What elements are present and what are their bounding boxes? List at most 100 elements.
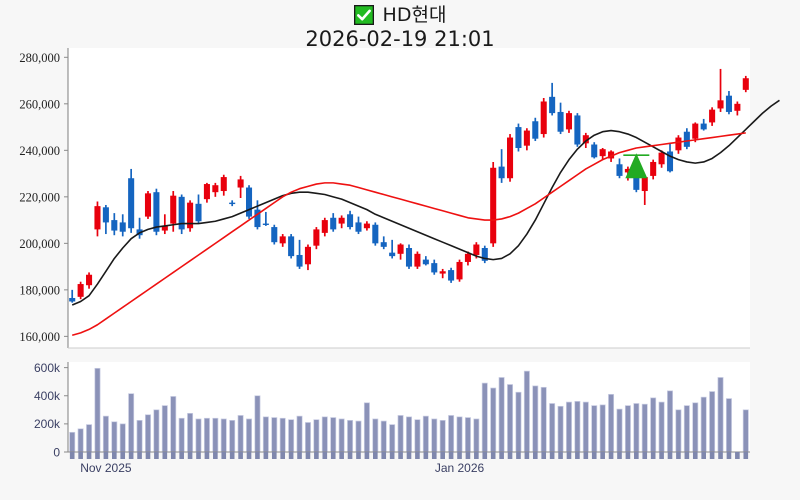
candle-body[interactable] — [153, 192, 160, 232]
candle-body[interactable] — [599, 149, 606, 157]
volume-bar[interactable] — [717, 377, 724, 453]
candle-body[interactable] — [144, 193, 152, 217]
candle-body[interactable] — [69, 298, 76, 302]
volume-bar[interactable] — [372, 418, 379, 453]
candle-body[interactable] — [624, 168, 631, 173]
volume-bar[interactable] — [86, 424, 93, 453]
candle-body[interactable] — [507, 137, 514, 179]
volume-bar[interactable] — [178, 417, 185, 453]
volume-bar[interactable] — [658, 401, 665, 453]
volume-bar[interactable] — [692, 402, 699, 453]
volume-bar[interactable] — [599, 404, 606, 453]
candle-body[interactable] — [490, 167, 497, 244]
volume-bar[interactable] — [170, 396, 177, 453]
candle-body[interactable] — [532, 121, 539, 139]
volume-bar[interactable] — [616, 408, 623, 453]
candle-body[interactable] — [111, 220, 118, 231]
volume-bar[interactable] — [591, 405, 598, 453]
candle-body[interactable] — [414, 253, 421, 267]
volume-bar[interactable] — [380, 420, 387, 453]
volume-bar[interactable] — [414, 419, 421, 453]
volume-bar[interactable] — [507, 384, 513, 453]
volume-bar[interactable] — [220, 418, 227, 453]
candle-body[interactable] — [523, 130, 530, 146]
volume-bar[interactable] — [271, 417, 278, 453]
buy-signal-triangle-icon[interactable] — [625, 153, 648, 179]
volume-bar[interactable] — [566, 401, 572, 453]
volume-bar[interactable] — [102, 415, 109, 453]
volume-bar[interactable] — [498, 377, 505, 453]
volume-bar[interactable] — [119, 423, 126, 453]
candle-body[interactable] — [641, 177, 648, 192]
volume-bar[interactable] — [153, 409, 160, 453]
candle-body[interactable] — [212, 185, 219, 193]
candle-body[interactable] — [187, 202, 194, 229]
volume-bar[interactable] — [667, 390, 673, 453]
volume-bar[interactable] — [624, 405, 631, 453]
candle-body[interactable] — [565, 113, 573, 130]
candle-body[interactable] — [439, 271, 446, 274]
volume-bar[interactable] — [700, 396, 707, 453]
candlestick-series[interactable] — [69, 68, 749, 303]
volume-bar[interactable] — [279, 417, 286, 453]
candle-body[interactable] — [355, 222, 362, 232]
candle-body[interactable] — [128, 178, 135, 229]
volume-bar[interactable] — [549, 403, 556, 453]
volume-bar[interactable] — [128, 393, 135, 453]
volume-bar[interactable] — [330, 417, 337, 453]
candle-body[interactable] — [557, 111, 564, 132]
volume-bar[interactable] — [406, 416, 412, 453]
candle-body[interactable] — [363, 223, 370, 229]
candle-body[interactable] — [372, 224, 379, 244]
volume-bar[interactable] — [633, 403, 640, 453]
candle-body[interactable] — [262, 223, 269, 225]
volume-bar[interactable] — [145, 414, 151, 453]
volume-bar[interactable] — [608, 393, 615, 453]
candle-body[interactable] — [380, 242, 387, 247]
candle-body[interactable] — [540, 101, 547, 135]
volume-bar[interactable] — [69, 431, 76, 453]
candle-body[interactable] — [389, 252, 396, 257]
volume-bar[interactable] — [313, 419, 320, 453]
candle-body[interactable] — [608, 151, 615, 159]
candle-body[interactable] — [650, 161, 657, 176]
volume-bar[interactable] — [448, 415, 455, 453]
volume-bar[interactable] — [203, 417, 210, 453]
volume-bar-series[interactable] — [69, 367, 749, 453]
volume-bar[interactable] — [675, 409, 682, 453]
candle-body[interactable] — [397, 244, 404, 254]
volume-bar[interactable] — [187, 412, 194, 453]
signal-markers[interactable] — [623, 153, 650, 179]
volume-bar[interactable] — [288, 419, 295, 453]
volume-bar[interactable] — [389, 424, 396, 453]
volume-bar[interactable] — [237, 415, 244, 453]
volume-bar[interactable] — [456, 416, 463, 453]
candle-body[interactable] — [422, 259, 429, 265]
candle-body[interactable] — [77, 284, 84, 297]
candle-body[interactable] — [658, 152, 665, 165]
volume-bar[interactable] — [582, 401, 589, 453]
candle-body[interactable] — [254, 209, 261, 228]
candle-body[interactable] — [220, 177, 227, 192]
candle-body[interactable] — [271, 227, 278, 243]
candle-body[interactable] — [549, 96, 556, 114]
candle-body[interactable] — [675, 137, 682, 151]
candle-body[interactable] — [347, 214, 354, 228]
candle-body[interactable] — [86, 274, 93, 286]
candle-body[interactable] — [170, 195, 177, 224]
volume-bar[interactable] — [641, 403, 648, 453]
candle-body[interactable] — [203, 184, 210, 200]
volume-bar[interactable] — [262, 416, 269, 453]
volume-bar[interactable] — [397, 415, 404, 453]
candle-body[interactable] — [296, 254, 303, 267]
volume-bar[interactable] — [742, 409, 749, 453]
candle-body[interactable] — [94, 206, 101, 230]
volume-bar[interactable] — [523, 370, 530, 453]
candle-body[interactable] — [178, 196, 185, 230]
candle-body[interactable] — [742, 78, 749, 90]
volume-bar[interactable] — [515, 391, 522, 453]
candle-body[interactable] — [692, 123, 699, 139]
volume-bar[interactable] — [195, 418, 202, 453]
candle-body[interactable] — [498, 166, 505, 179]
candle-body[interactable] — [229, 202, 236, 205]
